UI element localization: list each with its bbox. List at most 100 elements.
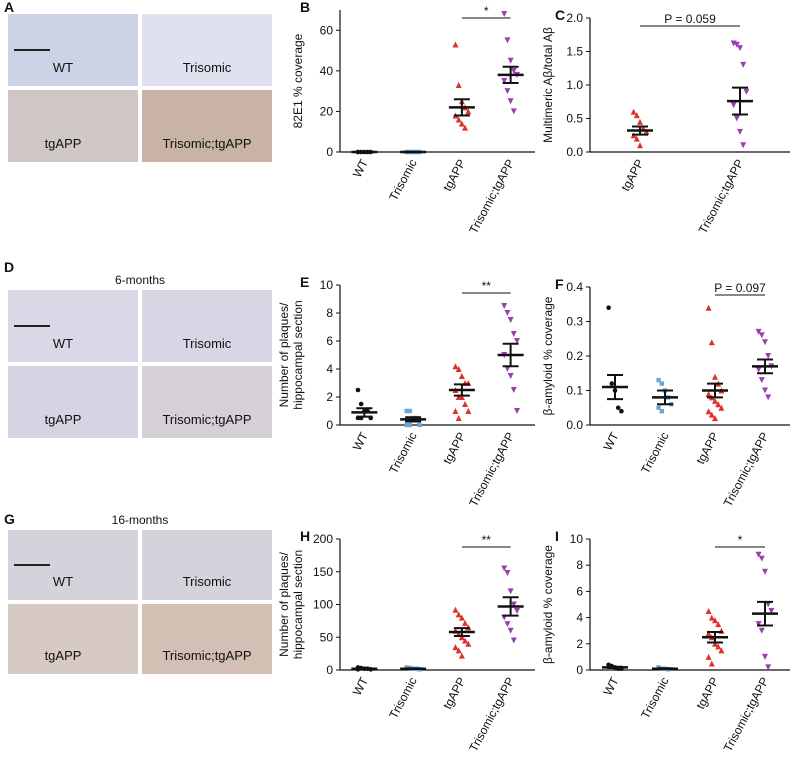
- data-point: [758, 555, 765, 562]
- data-point: [762, 653, 768, 660]
- data-point: [504, 88, 511, 95]
- x-tick-label: Trisomic;tgAPP: [466, 157, 517, 236]
- error-bar: [453, 627, 470, 637]
- error-bar: [757, 358, 773, 375]
- data-point: [715, 621, 722, 628]
- data-point: [705, 390, 712, 397]
- data-point: [633, 112, 640, 119]
- data-point: [507, 98, 514, 105]
- tile-label: tgAPP: [45, 648, 82, 663]
- data-point: [458, 373, 465, 379]
- data-point: [501, 565, 508, 572]
- data-point: [465, 108, 472, 115]
- panel-letter: C: [555, 7, 565, 23]
- y-tick-label: 10: [320, 278, 334, 292]
- data-point: [606, 305, 611, 311]
- data-point: [507, 588, 514, 595]
- y-tick-label: 100: [313, 598, 333, 612]
- data-point: [718, 404, 725, 411]
- y-tick-label: 0.1: [566, 384, 583, 398]
- tile-label: Trisomic: [183, 574, 232, 589]
- x-tick-label: Trisomic: [386, 675, 419, 721]
- y-axis-label: β-amyloid % coverage: [541, 545, 555, 664]
- data-point: [643, 128, 650, 135]
- x-tick-label: tgAPP: [693, 430, 721, 467]
- error-bar: [356, 667, 373, 671]
- data-point: [510, 387, 517, 393]
- error-bar: [453, 383, 470, 397]
- tile-label: Trisomic: [183, 60, 232, 75]
- chart: B 0 20 40 60 82E1 % coverage WT Trisomic tgAPPTr…: [291, 0, 535, 236]
- data-point: [708, 614, 715, 621]
- panel-letter: D: [4, 259, 14, 275]
- data-point: [705, 408, 712, 415]
- data-point: [458, 394, 465, 400]
- y-tick-label: 4: [326, 362, 333, 376]
- y-tick-label: 0: [326, 418, 333, 432]
- tile-label: tgAPP: [45, 412, 82, 427]
- data-point: [455, 415, 462, 421]
- significance-label: *: [738, 533, 743, 547]
- y-tick-label: 0: [326, 145, 333, 159]
- y-tick-label: 0: [326, 663, 333, 677]
- error-bar: [453, 98, 470, 117]
- data-point: [708, 339, 715, 346]
- micrograph: [142, 530, 272, 600]
- data-point: [510, 108, 517, 115]
- error-bar: [657, 667, 673, 671]
- data-point: [404, 408, 409, 414]
- panel-letter: I: [555, 528, 559, 544]
- y-axis-label: Number of plaques/: [277, 551, 291, 656]
- micrograph: [142, 366, 272, 438]
- tile-label: Trisomic;tgAPP: [162, 136, 251, 151]
- data-point: [452, 363, 459, 370]
- x-tick-label: tgAPP: [440, 157, 468, 194]
- data-point: [458, 120, 465, 127]
- micrograph: [142, 90, 272, 162]
- data-point: [740, 142, 747, 149]
- data-point: [737, 128, 743, 135]
- data-point: [501, 303, 508, 309]
- x-tick-label: Trisomic;tgAPP: [466, 430, 517, 509]
- data-point: [455, 82, 462, 89]
- data-point: [762, 387, 768, 394]
- data-point: [465, 408, 472, 414]
- data-point: [510, 67, 517, 74]
- chart: F 0.0 0.1 0.2 0.3 0.4 β-amyloid % coverage WT Tr…: [541, 276, 790, 509]
- data-point: [507, 373, 514, 379]
- micrograph: [8, 90, 138, 162]
- data-point: [659, 381, 664, 386]
- data-point: [705, 608, 712, 615]
- micrograph: [8, 604, 138, 674]
- data-point: [507, 627, 514, 634]
- y-tick-label: 0.5: [566, 112, 583, 126]
- tile-label: Trisomic;tgAPP: [162, 648, 251, 663]
- data-point: [718, 647, 725, 654]
- data-point: [452, 408, 459, 414]
- data-point: [609, 381, 615, 386]
- data-point: [656, 405, 661, 410]
- tile-label: Trisomic;tgAPP: [162, 412, 251, 427]
- y-axis-label: hippocampal section: [291, 550, 305, 659]
- x-tick-label: WT: [350, 674, 371, 698]
- y-tick-label: 6: [326, 334, 333, 348]
- tile-label: WT: [53, 60, 73, 75]
- error-bar: [405, 416, 422, 423]
- y-tick-label: 0.3: [566, 315, 583, 329]
- data-point: [462, 401, 469, 407]
- data-point: [504, 570, 511, 577]
- data-point: [510, 637, 517, 644]
- data-point: [510, 601, 517, 608]
- panel-letter: F: [555, 276, 564, 292]
- data-point: [462, 619, 469, 626]
- error-bar: [657, 389, 673, 406]
- micrograph: [142, 604, 272, 674]
- y-axis-label: Multimeric Aβ/total Aβ: [541, 27, 555, 143]
- micrograph: [8, 366, 138, 438]
- y-tick-label: 2: [576, 637, 583, 651]
- data-point: [407, 408, 413, 414]
- y-tick-label: 6: [576, 584, 583, 598]
- data-point: [452, 606, 459, 613]
- data-point: [705, 304, 712, 311]
- data-point: [615, 405, 621, 411]
